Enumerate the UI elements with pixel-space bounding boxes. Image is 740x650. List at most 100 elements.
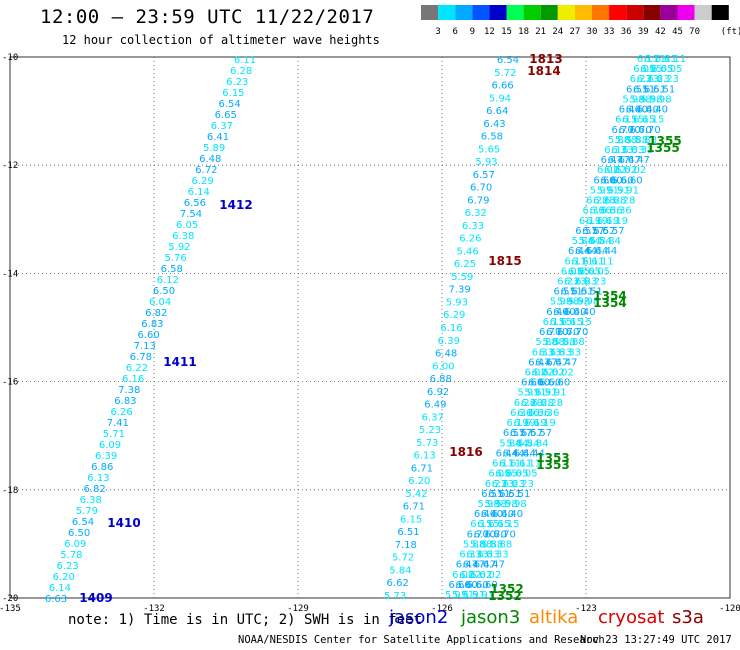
swh-value: 6.19 — [506, 418, 528, 429]
swh-value: 6.40 — [619, 105, 641, 116]
swh-value: 6.23 — [56, 561, 78, 572]
legend-swatch — [711, 5, 729, 20]
swh-value: 6.57 — [473, 170, 495, 181]
swh-value: 6.23 — [575, 276, 597, 287]
swh-value: 5.89 — [203, 143, 225, 154]
swh-value: 6.47 — [601, 155, 623, 166]
swh-value: 6.71 — [411, 463, 433, 474]
lon-tick-label: -129 — [287, 604, 309, 614]
swh-value: 6.11 — [499, 459, 521, 470]
swh-value: 6.16 — [122, 374, 144, 385]
swh-value: 5.91 — [544, 388, 566, 399]
swh-value: 6.29 — [191, 176, 213, 187]
swh-value: 6.72 — [195, 165, 217, 176]
legend-unit: (ft) — [721, 27, 740, 37]
swh-value: 6.51 — [488, 489, 510, 500]
swh-value: 6.60 — [137, 330, 159, 341]
swh-value: 5.93 — [446, 297, 468, 308]
swh-value: 6.47 — [555, 357, 577, 368]
swh-value: 6.58 — [481, 132, 503, 143]
swh-value: 6.51 — [481, 489, 503, 500]
swh-value: 6.15 — [642, 115, 664, 126]
swh-value: 6.33 — [631, 145, 653, 156]
swh-value: 6.05 — [660, 64, 682, 75]
pass-time-label: 1352 — [488, 589, 521, 603]
swh-value: 6.38 — [172, 231, 194, 242]
swh-value: 6.23 — [485, 479, 507, 490]
swh-value: 6.44 — [586, 246, 608, 257]
swh-value: 6.05 — [495, 469, 517, 480]
legend-swatch — [626, 5, 644, 20]
swh-value: 5.78 — [60, 550, 82, 561]
swh-value: 6.02 — [552, 368, 574, 379]
lon-tick-label: -132 — [143, 604, 165, 614]
legend-tick-label: 12 — [484, 27, 495, 37]
swh-value: 6.09 — [99, 440, 121, 451]
swh-value: 5.46 — [457, 246, 479, 257]
swh-value: 6.63 — [45, 594, 67, 605]
swh-value: 5.72 — [494, 68, 516, 79]
swh-value: 5.91 — [590, 185, 612, 196]
legend-swatch — [421, 5, 439, 20]
legend-tick-label: 6 — [452, 27, 457, 37]
swh-value: 6.82 — [83, 484, 105, 495]
swh-value: 6.15 — [488, 519, 510, 530]
swh-value: 5.65 — [478, 144, 500, 155]
swh-value: 5.93 — [475, 157, 497, 168]
sat-label-jason2: jason2 — [389, 607, 449, 628]
pass-time-label: 1353 — [536, 458, 569, 472]
pass-time-label: 1355 — [646, 141, 679, 155]
swh-value: 6.05 — [579, 266, 601, 277]
swh-value: 6.15 — [622, 115, 644, 126]
swh-value: 6.05 — [633, 64, 655, 75]
swh-value: 6.65 — [215, 110, 237, 121]
swh-value: 6.40 — [553, 307, 575, 318]
swh-value: 6.50 — [68, 528, 90, 539]
swh-value: 5.91 — [535, 388, 557, 399]
swh-value: 6.70 — [639, 125, 661, 136]
swh-value: 6.05 — [488, 469, 510, 480]
lat-tick-label: -12 — [2, 161, 18, 171]
swh-value: 6.25 — [454, 259, 476, 270]
swh-value: 6.15 — [550, 317, 572, 328]
footer-timestamp: Nov 23 13:27:49 UTC 2017 — [580, 634, 732, 646]
swh-value: 5.88 — [463, 539, 485, 550]
swh-value: 6.19 — [579, 216, 601, 227]
swh-value: 6.28 — [521, 398, 543, 409]
swh-value: 6.47 — [483, 560, 505, 571]
swh-value: 6.51 — [508, 489, 530, 500]
swh-value: 6.44 — [496, 448, 518, 459]
swh-value: 5.84 — [590, 236, 612, 247]
swh-value: 6.51 — [626, 84, 648, 95]
swh-value: 7.41 — [107, 418, 129, 429]
swh-value: 5.98 — [622, 94, 644, 105]
swh-value: 6.47 — [546, 357, 568, 368]
sat-label-altika: altika — [529, 607, 579, 628]
swh-value: 6.58 — [161, 264, 183, 275]
swh-value: 6.05 — [561, 266, 583, 277]
pass-time-label: 1412 — [219, 198, 252, 212]
swh-value: 5.91 — [524, 388, 546, 399]
legend-tick-label: 36 — [621, 27, 632, 37]
swh-value: 6.51 — [572, 287, 594, 298]
legend-tick-label: 27 — [569, 27, 580, 37]
swh-value: 6.51 — [633, 84, 655, 95]
swh-value: 5.88 — [635, 135, 657, 146]
swh-value: 6.02 — [543, 368, 565, 379]
swh-value: 6.19 — [597, 216, 619, 227]
swh-value: 6.23 — [637, 74, 659, 85]
swh-value: 6.70 — [557, 327, 579, 338]
swh-value: 6.57 — [582, 226, 604, 237]
swh-value: 5.98 — [550, 297, 572, 308]
swh-value: 6.15 — [633, 115, 655, 126]
swh-value: 6.70 — [630, 125, 652, 136]
swh-value: 7.39 — [448, 285, 470, 296]
swh-value: 6.44 — [575, 246, 597, 257]
swh-value: 6.60 — [611, 175, 633, 186]
swh-value: 5.84 — [517, 438, 539, 449]
swh-value: 5.88 — [615, 135, 637, 146]
legend-swatch — [557, 5, 575, 20]
legend-swatch — [643, 5, 661, 20]
swh-value: 5.59 — [451, 272, 473, 283]
